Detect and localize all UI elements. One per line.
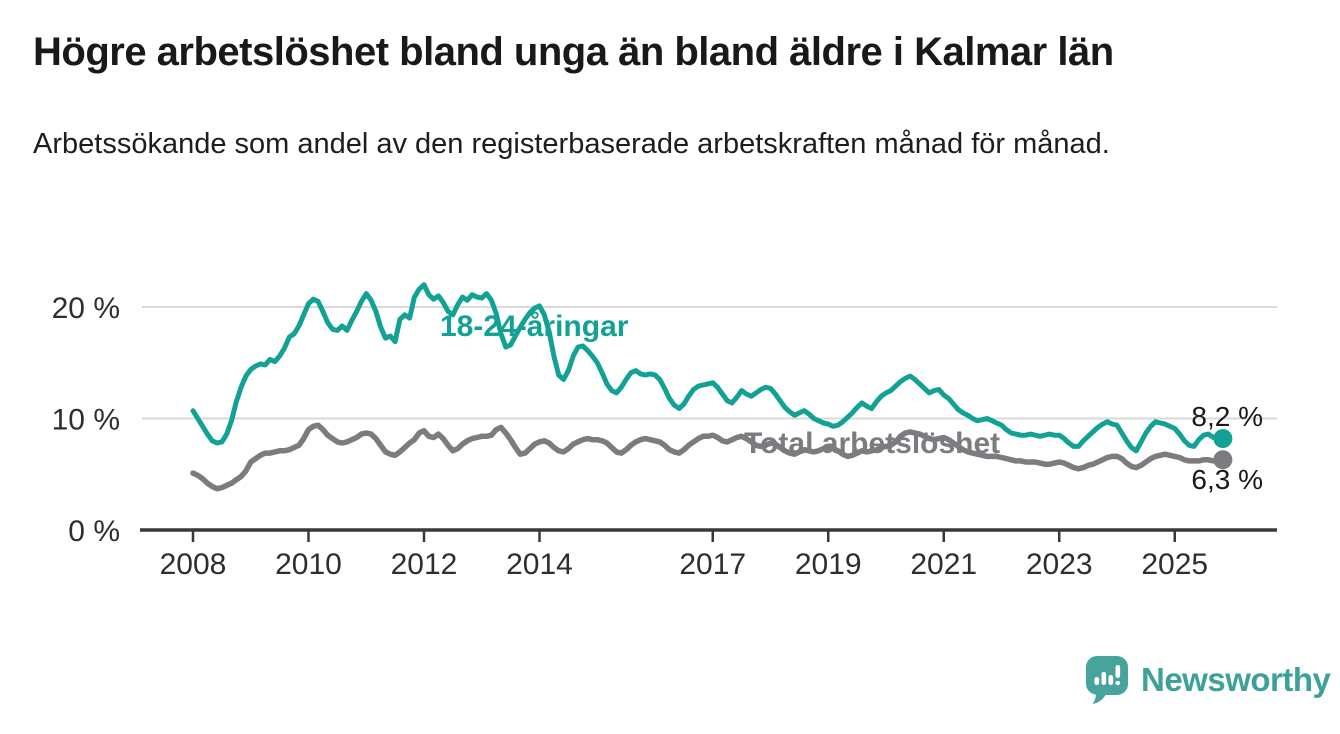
- x-tick-label: 2023: [1026, 548, 1093, 581]
- x-tick-label: 2019: [795, 548, 862, 581]
- series-label-total: Total arbetslöshet: [744, 427, 1001, 460]
- x-tick-label: 2017: [679, 548, 746, 581]
- bar-chart-speech-bubble-icon: [1086, 656, 1128, 704]
- newsworthy-logo: Newsworthy: [1085, 655, 1331, 705]
- y-tick-label: 0 %: [68, 515, 120, 548]
- series-line-1: [190, 422, 1226, 492]
- page-title: Högre arbetslöshet bland unga än bland ä…: [33, 30, 1114, 74]
- x-tick-label: 2021: [910, 548, 977, 581]
- end-value-label-18-24: 8,2 %: [1191, 401, 1263, 432]
- series-label-18-24: 18-24-åringar: [440, 310, 629, 343]
- series-line-0: [190, 282, 1226, 454]
- end-value-label-total: 6,3 %: [1191, 464, 1263, 495]
- y-tick-label: 10 %: [52, 404, 120, 437]
- x-tick-label: 2025: [1141, 548, 1208, 581]
- series-end-dot-1: [1213, 450, 1233, 470]
- y-tick-label: 20 %: [52, 292, 120, 325]
- series-end-dot-0: [1213, 429, 1233, 449]
- x-tick-label: 2014: [506, 548, 573, 581]
- x-tick-label: 2012: [391, 548, 458, 581]
- chart-subtitle: Arbetssökande som andel av den registerb…: [33, 128, 1110, 160]
- x-tick-label: 2010: [275, 548, 342, 581]
- newsworthy-logo-text: Newsworthy: [1141, 661, 1331, 698]
- x-tick-label: 2008: [160, 548, 227, 581]
